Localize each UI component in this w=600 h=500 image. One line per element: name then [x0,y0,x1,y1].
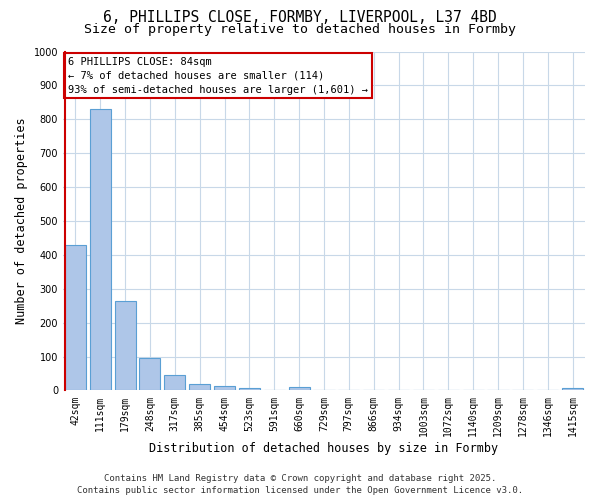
Bar [139,358,160,390]
Bar [562,388,583,390]
Bar [164,375,185,390]
X-axis label: Distribution of detached houses by size in Formby: Distribution of detached houses by size … [149,442,499,455]
Bar [65,244,86,390]
Bar [214,386,235,390]
Bar [189,384,210,390]
Bar [89,109,111,390]
Text: 6, PHILLIPS CLOSE, FORMBY, LIVERPOOL, L37 4BD: 6, PHILLIPS CLOSE, FORMBY, LIVERPOOL, L3… [103,10,497,25]
Bar [289,387,310,390]
Bar [239,388,260,390]
Text: Contains HM Land Registry data © Crown copyright and database right 2025.
Contai: Contains HM Land Registry data © Crown c… [77,474,523,495]
Text: 6 PHILLIPS CLOSE: 84sqm
← 7% of detached houses are smaller (114)
93% of semi-de: 6 PHILLIPS CLOSE: 84sqm ← 7% of detached… [68,56,368,94]
Bar [115,300,136,390]
Y-axis label: Number of detached properties: Number of detached properties [15,118,28,324]
Text: Size of property relative to detached houses in Formby: Size of property relative to detached ho… [84,22,516,36]
